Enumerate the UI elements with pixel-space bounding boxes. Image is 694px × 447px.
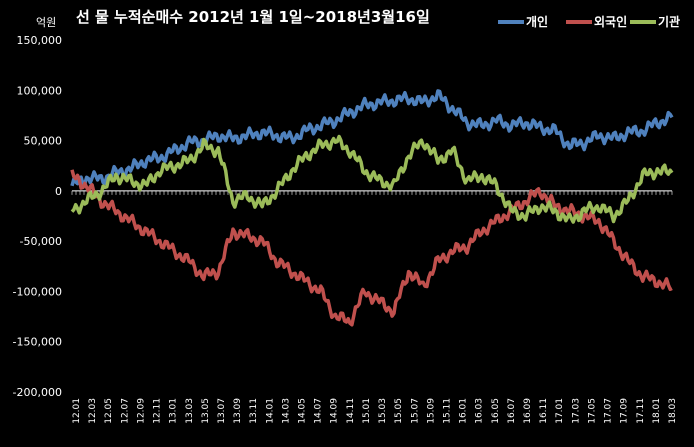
legend-label: 개인 xyxy=(526,14,548,29)
x-tick-label: 15.01 xyxy=(362,398,372,424)
x-tick-label: 15.11 xyxy=(442,398,452,424)
chart-title: 선 물 누적순매수 2012년 1월 1일~2018년3월16일 xyxy=(76,8,430,26)
x-tick-label: 12.01 xyxy=(72,398,82,424)
x-tick-label: 16.05 xyxy=(491,398,501,424)
x-tick-label: 17.09 xyxy=(620,398,630,424)
x-tick-label: 16.01 xyxy=(459,398,469,424)
x-tick-label: 15.05 xyxy=(394,398,404,424)
x-tick-label: 16.09 xyxy=(523,398,533,424)
x-tick-label: 14.09 xyxy=(330,398,340,424)
x-tick-label: 13.09 xyxy=(233,398,243,424)
x-tick-label: 13.05 xyxy=(201,398,211,424)
y-tick-label: -150,000 xyxy=(13,336,62,349)
x-tick-label: 12.05 xyxy=(104,398,114,424)
x-tick-label: 12.09 xyxy=(136,398,146,424)
y-tick-label: -50,000 xyxy=(20,235,62,248)
y-tick-label: 150,000 xyxy=(17,34,63,47)
x-tick-label: 16.03 xyxy=(475,398,485,424)
x-tick-label: 17.05 xyxy=(587,398,597,424)
y-axis-ticks: 150,000 100,000 50,000 0 -50,000 -100,000 -150… xyxy=(13,34,62,399)
x-tick-label: 17.07 xyxy=(604,398,614,424)
y-tick-label: 100,000 xyxy=(17,84,63,97)
y-tick-label: -100,000 xyxy=(13,285,62,298)
x-tick-label: 13.01 xyxy=(169,398,179,424)
x-tick-label: 15.07 xyxy=(410,398,420,424)
series-line xyxy=(70,169,673,327)
y-tick-label: 0 xyxy=(55,185,62,198)
x-tick-label: 16.07 xyxy=(507,398,517,424)
x-tick-label: 18.01 xyxy=(652,398,662,424)
unit-label: 억원 xyxy=(36,16,56,29)
x-tick-label: 13.03 xyxy=(185,398,195,424)
x-tick-label: 17.01 xyxy=(555,398,565,424)
x-tick-label: 14.11 xyxy=(346,398,356,424)
x-tick-label: 14.01 xyxy=(265,398,275,424)
series-line xyxy=(70,89,674,187)
series-line xyxy=(70,134,674,224)
x-tick-label: 12.03 xyxy=(88,398,98,424)
x-tick-label: 13.07 xyxy=(217,398,227,424)
x-tick-label: 14.03 xyxy=(281,398,291,424)
y-tick-label: 50,000 xyxy=(24,135,63,148)
x-axis-ticks: 12.01 12.03 12.05 12.07 12.09 12.11 13.01 13.03… xyxy=(71,190,678,424)
x-tick-label: 13.11 xyxy=(249,398,259,424)
x-tick-label: 12.11 xyxy=(153,398,163,424)
x-tick-label: 16.11 xyxy=(539,398,549,424)
x-tick-label: 15.03 xyxy=(378,398,388,424)
legend-label: 외국인 xyxy=(594,14,627,29)
legend-label: 기관 xyxy=(658,14,680,29)
y-tick-label: -200,000 xyxy=(13,386,62,399)
legend: 개인 외국인 기관 xyxy=(498,14,680,29)
x-tick-label: 14.07 xyxy=(314,398,324,424)
x-tick-label: 14.05 xyxy=(298,398,308,424)
series-lines xyxy=(70,89,674,327)
x-tick-label: 17.03 xyxy=(571,398,581,424)
x-tick-label: 12.07 xyxy=(120,398,130,424)
x-tick-label: 18.03 xyxy=(668,398,678,424)
x-tick-label: 15.09 xyxy=(426,398,436,424)
x-tick-label: 17.11 xyxy=(636,398,646,424)
